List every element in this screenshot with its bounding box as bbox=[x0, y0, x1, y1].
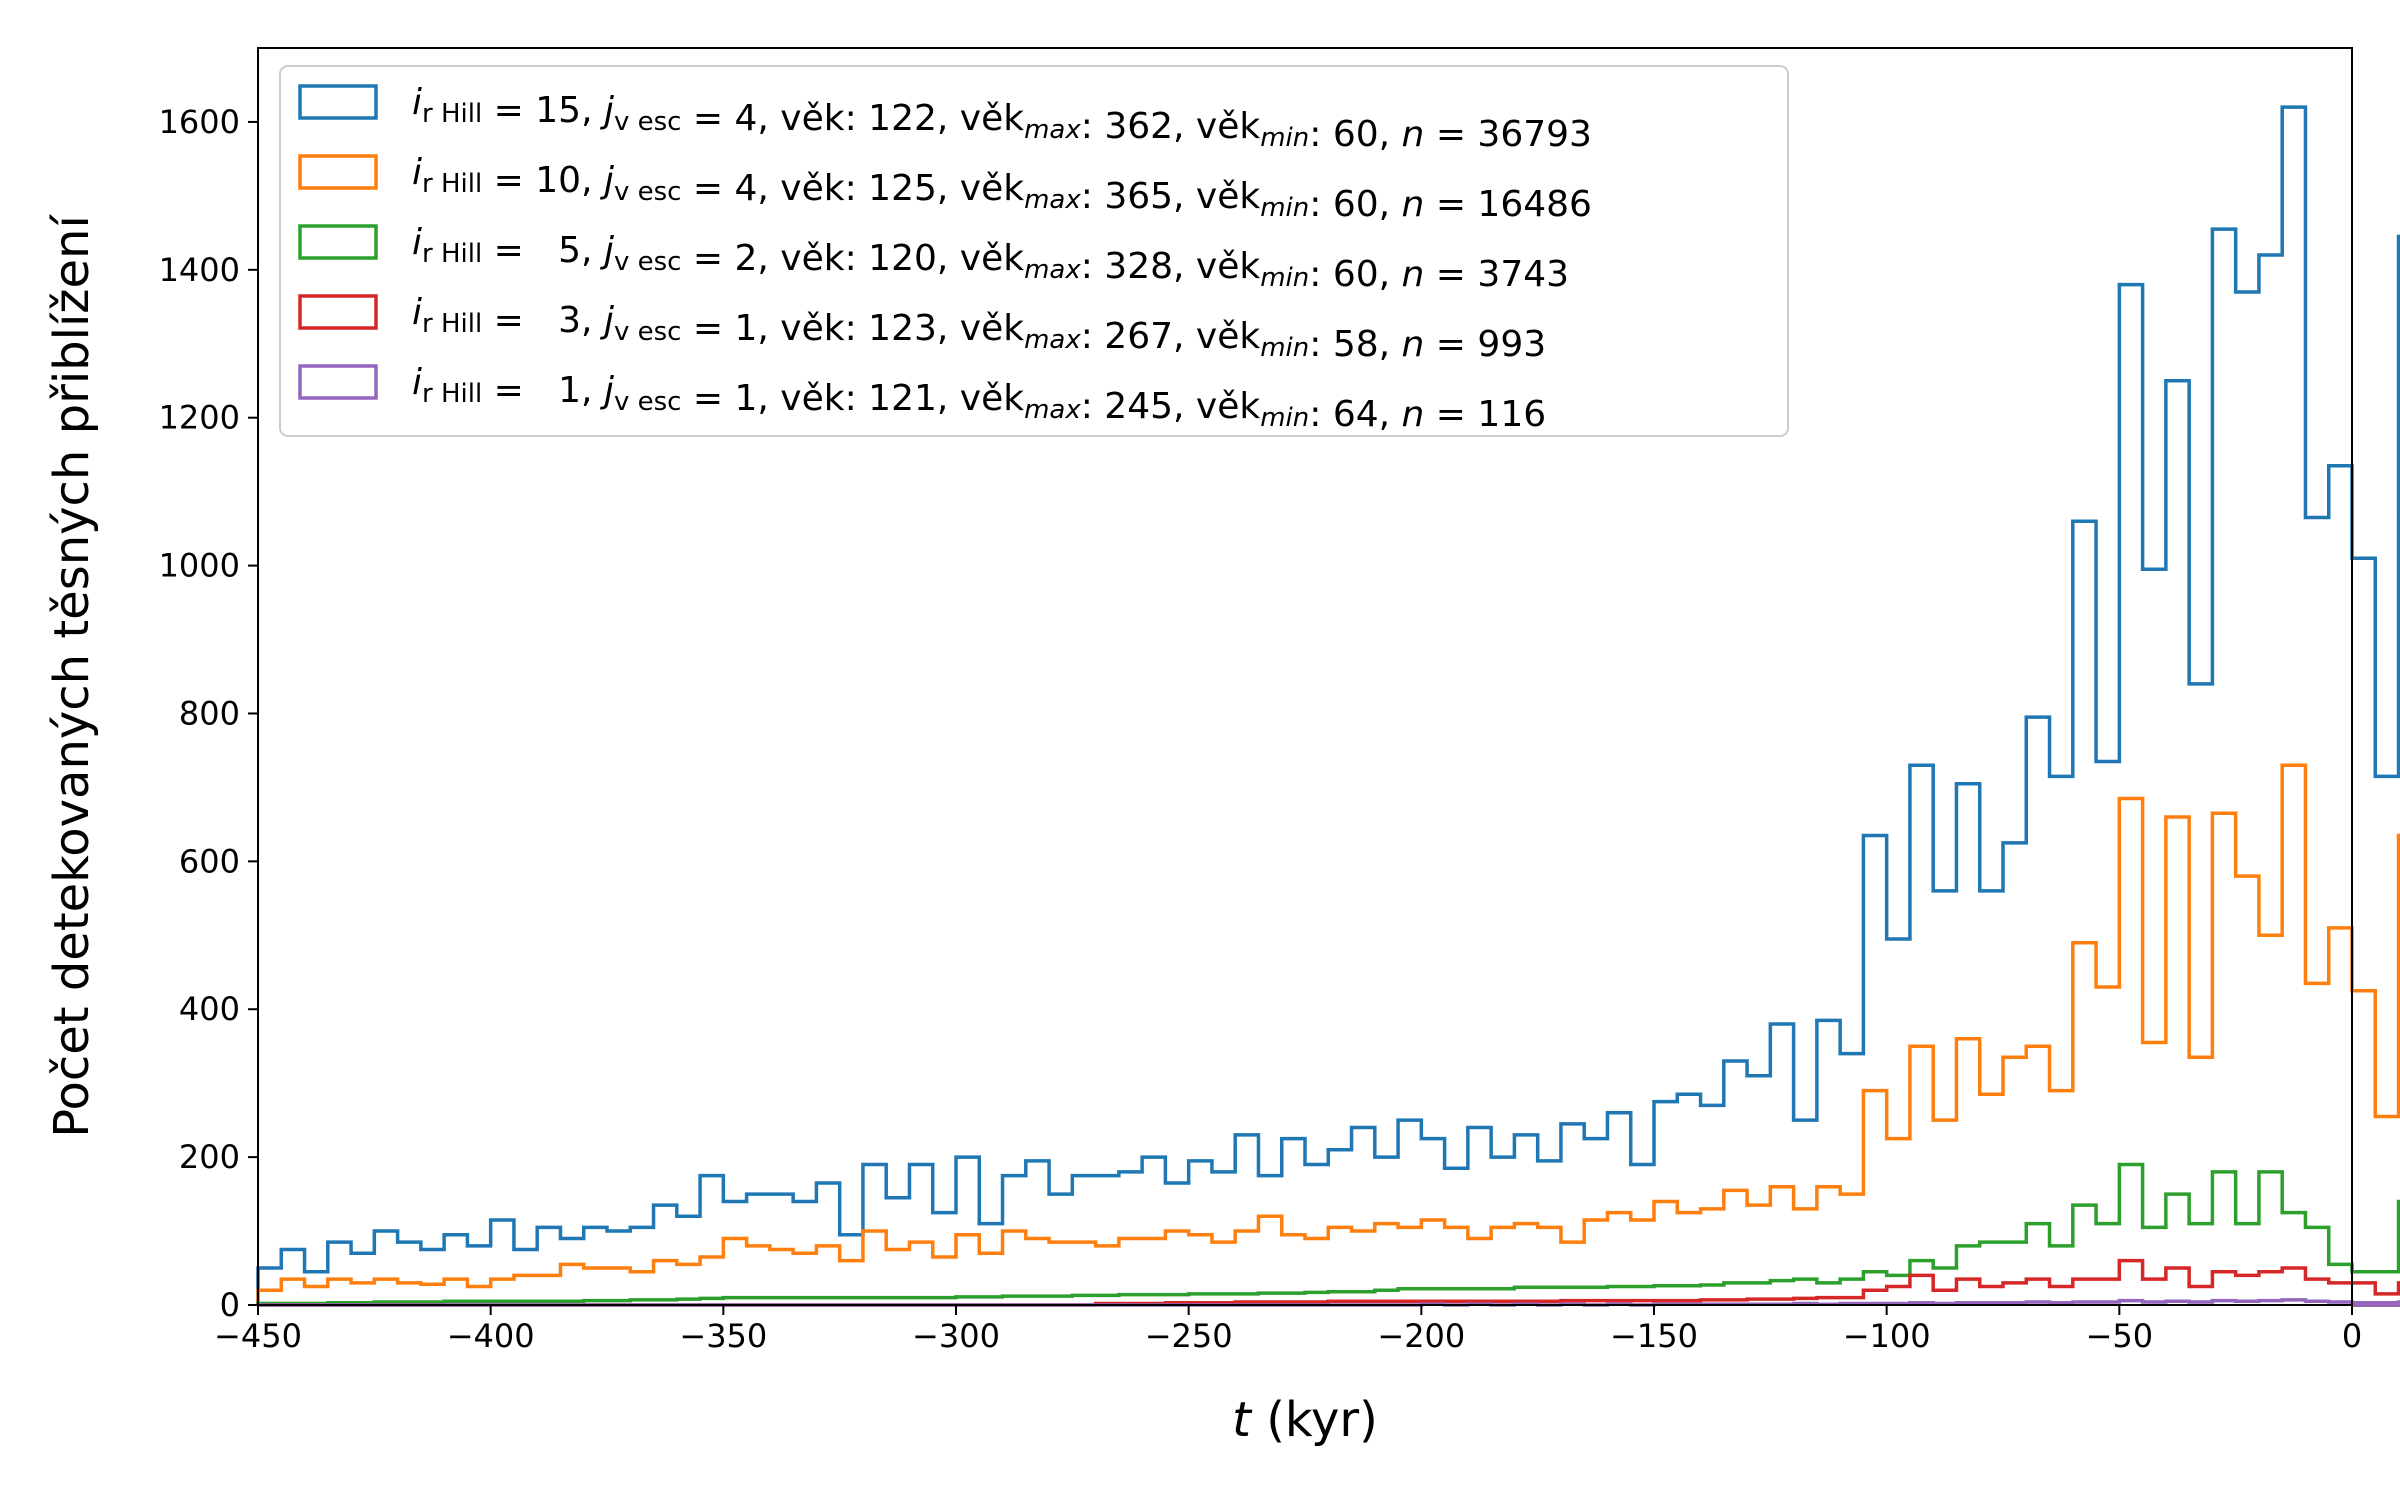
x-tick-label: −400 bbox=[447, 1317, 535, 1355]
y-tick-label: 1000 bbox=[159, 547, 240, 585]
legend-swatch bbox=[298, 364, 378, 400]
legend-swatch bbox=[298, 84, 378, 120]
x-tick-label: −350 bbox=[679, 1317, 767, 1355]
legend-entry-4: ir Hill = 3, jv esc = 1, věk: 123, věkma… bbox=[298, 292, 1546, 365]
legend-box bbox=[279, 65, 1789, 437]
legend-entry-3: ir Hill = 5, jv esc = 2, věk: 120, věkma… bbox=[298, 222, 1569, 295]
x-axis-ticks: −450 −400 −350 −300 −250 −200 −150 −100 −50 0 bbox=[214, 1305, 2362, 1355]
x-tick-label: −250 bbox=[1145, 1317, 1233, 1355]
series-4-step-line bbox=[258, 1258, 2400, 1307]
axes-frame bbox=[257, 47, 2353, 1306]
x-tick-label: −50 bbox=[2086, 1317, 2154, 1355]
y-tick-label: 600 bbox=[179, 842, 240, 880]
y-axis-ticks: 0 200 400 600 800 1000 1200 1400 1600 bbox=[159, 103, 258, 1324]
y-tick-label: 0 bbox=[220, 1286, 240, 1324]
legend-label: ir Hill = 10, jv esc = 4, věk: 125, věkm… bbox=[412, 152, 1592, 225]
x-axis-label: t (kyr) bbox=[1232, 1392, 1378, 1448]
y-tick-label: 1600 bbox=[159, 103, 240, 141]
x-tick-label: −450 bbox=[214, 1317, 302, 1355]
legend-label: ir Hill = 1, jv esc = 1, věk: 121, věkma… bbox=[412, 362, 1546, 435]
y-axis-label: Počet detekovaných těsných přiblížení bbox=[44, 214, 100, 1138]
x-tick-label: −100 bbox=[1843, 1317, 1931, 1355]
x-tick-label: −150 bbox=[1610, 1317, 1698, 1355]
x-tick-label: −200 bbox=[1377, 1317, 1465, 1355]
x-tick-label: 0 bbox=[2342, 1317, 2362, 1355]
legend-entry-2: ir Hill = 10, jv esc = 4, věk: 125, věkm… bbox=[298, 152, 1592, 225]
y-tick-label: 1200 bbox=[159, 399, 240, 437]
legend-label: ir Hill = 15, jv esc = 4, věk: 122, věkm… bbox=[412, 82, 1592, 155]
y-tick-label: 200 bbox=[179, 1138, 240, 1176]
x-axis-unit: (kyr) bbox=[1251, 1392, 1378, 1448]
legend-label: ir Hill = 3, jv esc = 1, věk: 123, věkma… bbox=[412, 292, 1546, 365]
legend-swatch bbox=[298, 154, 378, 190]
series-3-step-line bbox=[256, 1162, 2400, 1307]
legend-entry-1: ir Hill = 15, jv esc = 4, věk: 122, věkm… bbox=[298, 82, 1592, 155]
legend-swatch bbox=[298, 294, 378, 330]
x-tick-label: −300 bbox=[912, 1317, 1000, 1355]
x-axis-var: t bbox=[1232, 1392, 1253, 1448]
series-1-step-line bbox=[256, 105, 2400, 1307]
legend-label: ir Hill = 5, jv esc = 2, věk: 120, věkma… bbox=[412, 222, 1569, 295]
y-tick-label: 400 bbox=[179, 990, 240, 1028]
y-tick-label: 1400 bbox=[159, 251, 240, 289]
y-tick-label: 800 bbox=[179, 694, 240, 732]
series-2-step-line bbox=[256, 763, 2400, 1307]
legend-entry-5: ir Hill = 1, jv esc = 1, věk: 121, věkma… bbox=[298, 362, 1546, 435]
legend: ir Hill = 15, jv esc = 4, věk: 122, věkm… bbox=[279, 65, 1789, 437]
legend-swatch bbox=[298, 224, 378, 260]
